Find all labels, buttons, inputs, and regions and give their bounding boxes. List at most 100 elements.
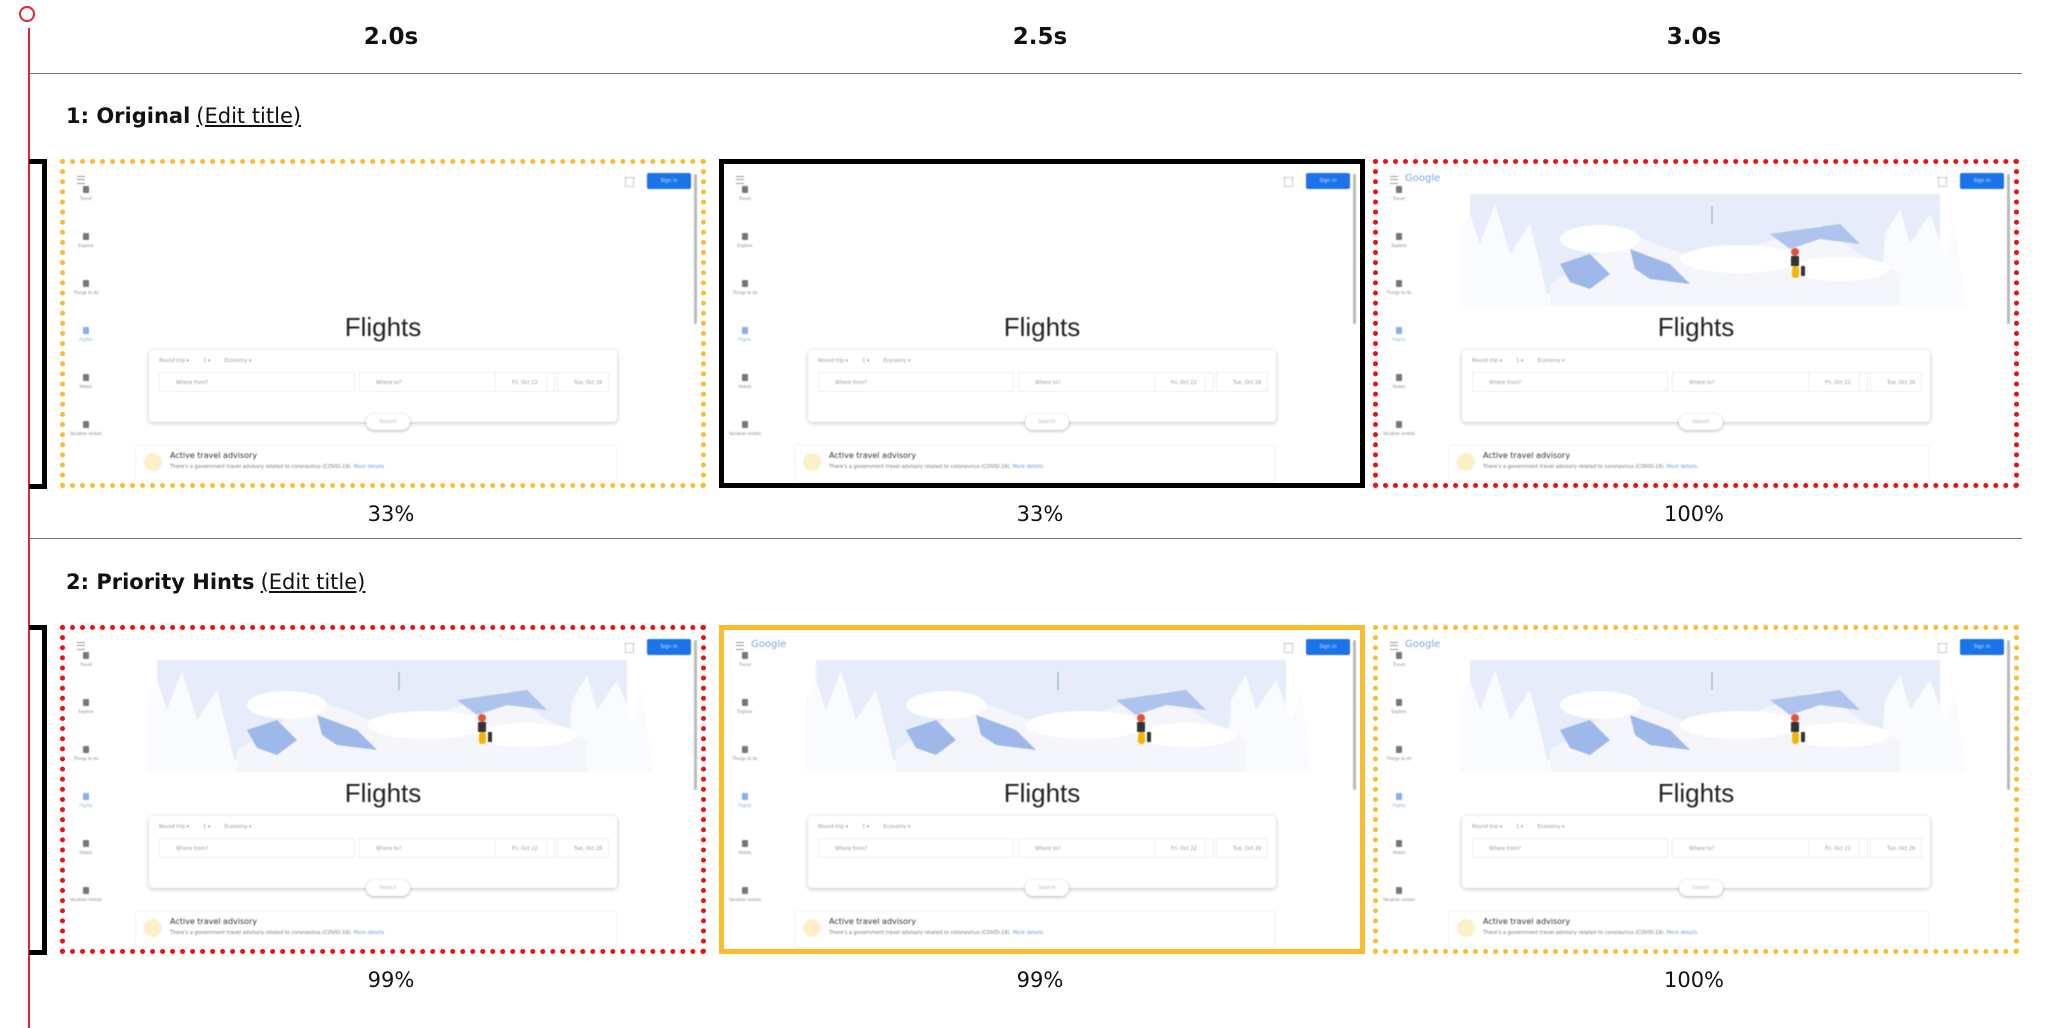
page-heading: Flights	[344, 778, 422, 808]
sidebar-icon	[83, 280, 89, 287]
trip-option: 1 ▾	[203, 358, 211, 364]
row-title-text: 2: Priority Hints	[66, 570, 255, 594]
trip-options: Round trip ▾ 1 ▾ Economy ▾	[818, 824, 925, 830]
trip-option: Round trip ▾	[818, 358, 849, 364]
sidebar-icon	[742, 327, 748, 334]
sidebar-label: Travel	[1393, 196, 1405, 201]
scrollbar	[1353, 174, 1356, 324]
sidebar-label: Vacation rentals	[728, 431, 762, 436]
sidebar-icon	[1396, 887, 1402, 894]
return-date-field: Tue, Oct 26	[1870, 838, 1922, 858]
travel-advisory: Active travel advisory There's a governme…	[1448, 910, 1930, 948]
sidebar-label: Vacation rentals	[69, 897, 103, 902]
filmstrip-frame[interactable]: Google Sign in Travel Explore Things to do Fl…	[1373, 625, 2019, 954]
sidebar-icon	[742, 280, 748, 287]
sidebar-item: Explore	[1382, 699, 1416, 714]
sign-in-button: Sign in	[647, 173, 691, 189]
advisory-icon	[1457, 919, 1475, 937]
sidebar-item: Hotels	[728, 840, 762, 855]
sidebar-label: Flights	[1392, 803, 1406, 808]
page-heading: Flights	[1003, 778, 1081, 808]
column-header-time: 3.0s	[1666, 24, 1722, 50]
filmstrip-frame[interactable]: Google Sign in Travel Explore Things to do Fl…	[719, 625, 1365, 954]
trip-option: Economy ▾	[1537, 358, 1565, 364]
sidebar-icon	[1396, 233, 1402, 240]
scrollbar	[694, 640, 697, 790]
sidebar-icon	[1396, 327, 1402, 334]
trip-options: Round trip ▾ 1 ▾ Economy ▾	[1472, 358, 1579, 364]
sidebar-icon	[83, 793, 89, 800]
scrollbar	[694, 174, 697, 324]
advisory-icon	[803, 919, 821, 937]
sidebar-icon	[742, 233, 748, 240]
sign-in-button: Sign in	[1306, 173, 1350, 189]
menu-icon	[1390, 642, 1398, 650]
scrollbar	[1353, 640, 1356, 790]
sidebar-icon	[742, 374, 748, 381]
filmstrip-frame[interactable]: Google Sign in Travel Explore Things to do Fl…	[1373, 159, 2019, 488]
sidebar-item: Things to do	[69, 280, 103, 295]
trip-option: Economy ▾	[224, 824, 252, 830]
row-title-text: 1: Original	[66, 104, 191, 128]
timeline-marker[interactable]	[19, 6, 35, 22]
search-card: Round trip ▾ 1 ▾ Economy ▾ Where from? Where…	[808, 816, 1276, 888]
sidebar-item: Vacation rentals	[69, 887, 103, 902]
sidebar-item: Vacation rentals	[69, 421, 103, 436]
apps-icon	[625, 177, 634, 187]
destination-field: Where to?	[359, 838, 547, 858]
sidebar-item: Travel	[728, 186, 762, 201]
sidebar-item: Explore	[728, 233, 762, 248]
sidebar-icon	[83, 374, 89, 381]
apps-icon	[1284, 643, 1293, 653]
search-button: Search	[1679, 414, 1723, 430]
sidebar-item: Hotels	[1382, 840, 1416, 855]
advisory-title: Active travel advisory	[1483, 917, 1571, 926]
sidebar-label: Vacation rentals	[69, 431, 103, 436]
advisory-link: More details	[353, 464, 385, 470]
filmstrip-frame[interactable]: Sign in Travel Explore Things to do Flights H…	[719, 159, 1365, 488]
travel-advisory: Active travel advisory There's a governme…	[135, 444, 617, 482]
trip-option: Round trip ▾	[159, 824, 190, 830]
depart-date-field: Fri, Oct 22	[495, 372, 555, 392]
depart-date-field: Fri, Oct 22	[1154, 838, 1214, 858]
search-card: Round trip ▾ 1 ▾ Economy ▾ Where from? Where…	[1462, 816, 1930, 888]
sidebar-icon	[742, 746, 748, 753]
hero-illustration	[1440, 660, 1968, 772]
visual-completeness: 100%	[1663, 502, 1725, 526]
menu-icon	[77, 642, 85, 650]
sign-in-button: Sign in	[1960, 173, 2004, 189]
filmstrip-frame[interactable]: Sign in Travel Explore Things to do Flights H…	[60, 625, 706, 954]
sidebar-label: Hotels	[1392, 384, 1406, 389]
page-screenshot: Google Sign in Travel Explore Things to do Fl…	[1378, 164, 2014, 483]
sidebar-label: Explore	[78, 243, 94, 248]
destination-field: Where to?	[359, 372, 547, 392]
trip-option: Economy ▾	[883, 358, 911, 364]
page-heading: Flights	[1003, 312, 1081, 342]
search-card: Round trip ▾ 1 ▾ Economy ▾ Where from? Where…	[149, 816, 617, 888]
trip-option: 1 ▾	[862, 824, 870, 830]
edit-title-link[interactable]: (Edit title)	[196, 104, 302, 128]
divider	[29, 73, 2022, 74]
sidebar-label: Explore	[1391, 709, 1407, 714]
edit-title-link[interactable]: (Edit title)	[260, 570, 366, 594]
sidebar-label: Vacation rentals	[1382, 897, 1416, 902]
search-card: Round trip ▾ 1 ▾ Economy ▾ Where from? Where…	[1462, 350, 1930, 422]
advisory-title: Active travel advisory	[829, 917, 917, 926]
sidebar-item: Travel	[1382, 186, 1416, 201]
trip-option: Economy ▾	[1537, 824, 1565, 830]
sidebar-item: Things to do	[728, 746, 762, 761]
trip-option: 1 ▾	[1516, 358, 1524, 364]
filmstrip-frame[interactable]: Sign in Travel Explore Things to do Flights H…	[60, 159, 706, 488]
sidebar-item: Hotels	[69, 374, 103, 389]
sidebar-icon	[742, 421, 748, 428]
sign-in-button: Sign in	[1960, 639, 2004, 655]
apps-icon	[1284, 177, 1293, 187]
sidebar-item: Things to do	[728, 280, 762, 295]
row-title: 2: Priority Hints (Edit title)	[66, 570, 365, 594]
timeline-line[interactable]	[28, 28, 30, 1028]
search-button: Search	[366, 414, 410, 430]
visual-completeness: 33%	[1016, 502, 1064, 526]
sidebar-item: Flights	[1382, 327, 1416, 342]
google-logo: Google	[751, 639, 787, 650]
sidebar-label: Travel	[80, 196, 92, 201]
